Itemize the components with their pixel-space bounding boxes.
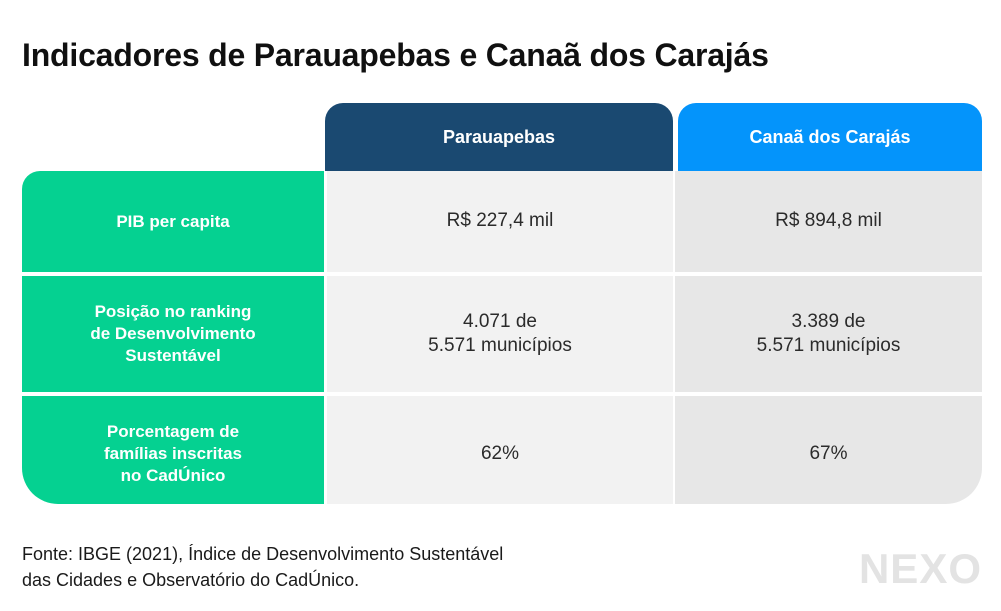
indicator-label-column: PIB per capita Posição no ranking de Des… [22, 171, 324, 504]
values-column-canaa-dos-carajas: R$ 894,8 mil 3.389 de 5.571 municípios 6… [675, 171, 982, 504]
source-note-line-1: Fonte: IBGE (2021), Índice de Desenvolvi… [22, 544, 504, 564]
value-canaa-ranking-line-2: 5.571 municípios [756, 335, 901, 356]
value-canaa-ranking-line-1: 3.389 de [791, 310, 866, 332]
indicator-label-pib-line-1: PIB per capita [116, 211, 230, 231]
row-separator [327, 392, 673, 396]
value-parauapebas-pib-line-1: R$ 227,4 mil [446, 210, 554, 232]
value-parauapebas-ranking: 4.071 de 5.571 municípios [327, 276, 673, 392]
indicator-label-cadunico-line-3: no CadÚnico [120, 465, 226, 485]
value-canaa-pib-line-1: R$ 894,8 mil [775, 210, 882, 232]
row-separator [675, 392, 982, 396]
page-title: Indicadores de Parauapebas e Canaã dos C… [22, 37, 769, 74]
indicator-label-pib: PIB per capita [22, 171, 324, 272]
value-canaa-ranking: 3.389 de 5.571 municípios [675, 276, 982, 392]
value-parauapebas-ranking-line-1: 4.071 de [463, 310, 537, 332]
source-note-line-2: das Cidades e Observatório do CadÚnico. [22, 570, 360, 591]
indicator-label-ranking-line-2: de Desenvolvimento [90, 324, 256, 344]
column-header-indicator [22, 103, 324, 171]
value-parauapebas-pib: R$ 227,4 mil [327, 171, 673, 272]
indicator-label-cadunico-line-1: Porcentagem de [106, 422, 240, 442]
row-separator [675, 272, 982, 276]
row-separator [327, 272, 673, 276]
indicator-label-cadunico: Porcentagem de famílias inscritas no Cad… [22, 396, 324, 512]
value-canaa-pib: R$ 894,8 mil [675, 171, 982, 272]
row-separator [22, 392, 324, 396]
value-canaa-cadunico: 67% [675, 396, 982, 512]
table-header-row: Parauapebas Canaã dos Carajás [22, 103, 982, 171]
indicator-label-cadunico-line-2: famílias inscritas [104, 444, 242, 464]
value-parauapebas-cadunico-line-1: 62% [480, 442, 520, 464]
value-canaa-cadunico-line-1: 67% [809, 442, 848, 464]
value-parauapebas-cadunico: 62% [327, 396, 673, 512]
comparison-table: Parauapebas Canaã dos Carajás PIB per ca… [22, 103, 982, 504]
value-parauapebas-ranking-line-2: 5.571 municípios [428, 335, 572, 356]
column-header-canaa-dos-carajas: Canaã dos Carajás [678, 103, 982, 171]
source-note: Fonte: IBGE (2021), Índice de Desenvolvi… [22, 541, 782, 593]
table-body: PIB per capita Posição no ranking de Des… [22, 171, 982, 504]
nexo-logo: NEXO [858, 545, 982, 592]
indicator-label-ranking-line-1: Posição no ranking [94, 302, 252, 322]
column-header-parauapebas: Parauapebas [325, 103, 673, 171]
indicator-label-ranking-line-3: Sustentável [125, 345, 221, 365]
values-column-parauapebas: R$ 227,4 mil 4.071 de 5.571 municípios 6… [327, 171, 673, 504]
row-separator [22, 272, 324, 276]
indicator-label-ranking: Posição no ranking de Desenvolvimento Su… [22, 276, 324, 392]
